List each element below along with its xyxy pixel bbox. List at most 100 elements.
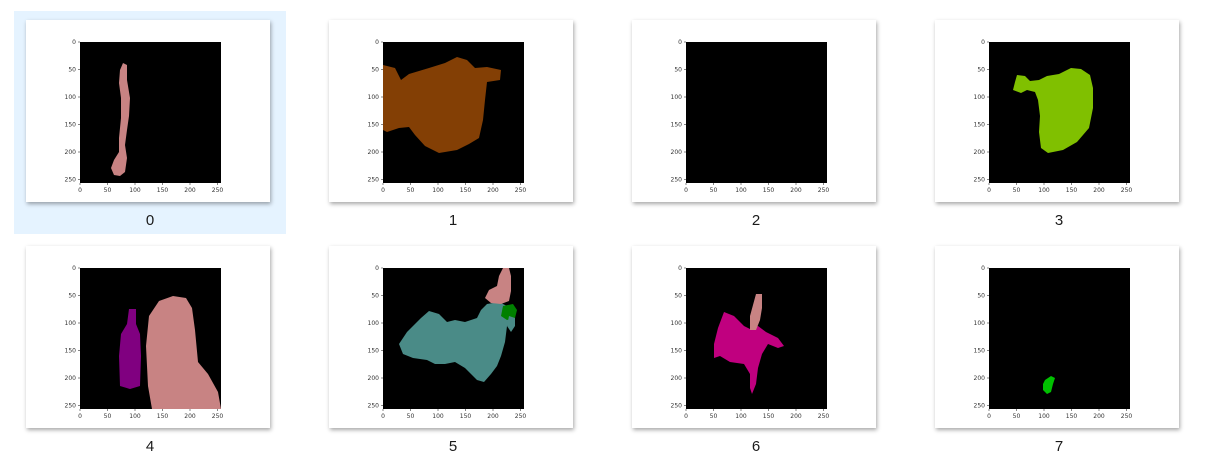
thumbnail-image: 0 50 100 150 200 250 0 50 100 150 200 250 [26,20,270,202]
y-tick-label: 100 [974,94,986,101]
x-tick-label: 250 [1121,413,1133,420]
thumbnail-image: 0 50 100 150 200 250 0 50 100 150 200 250 [26,246,270,428]
y-tick-label: 200 [368,149,380,156]
x-tick-label: 250 [515,187,527,194]
thumbnail-image: 0 50 100 150 200 250 0 50 100 150 200 250 [632,246,876,428]
thumbnail-cell-3[interactable]: 0 50 100 150 200 250 0 50 100 150 200 250 3 [923,11,1195,234]
x-tick-label: 150 [157,187,169,194]
thumbnail-label: 5 [448,438,458,455]
y-tick-label: 150 [974,122,986,129]
x-tick-label: 0 [684,413,688,420]
x-tick-label: 50 [407,187,415,194]
thumbnail-cell-6[interactable]: 0 50 100 150 200 250 0 50 100 150 200 250 6 [620,237,892,460]
y-tick-label: 0 [375,265,379,272]
x-tick-label: 50 [1013,413,1021,420]
x-tick-label: 200 [1093,187,1105,194]
x-tick-label: 150 [763,187,775,194]
y-tick-label: 200 [671,149,683,156]
x-tick-label: 0 [987,413,991,420]
y-tick-label: 100 [65,94,77,101]
y-tick-label: 100 [368,320,380,327]
thumbnail-image: 0 50 100 150 200 250 0 50 100 150 200 250 [632,20,876,202]
y-tick-label: 100 [671,320,683,327]
y-tick-label: 150 [65,348,77,355]
thumbnail-image: 0 50 100 150 200 250 0 50 100 150 200 250 [329,20,573,202]
y-tick-label: 50 [371,67,379,74]
y-tick-label: 200 [671,375,683,382]
y-tick-label: 50 [977,67,985,74]
x-tick-label: 100 [1038,413,1050,420]
y-tick-label: 0 [72,265,76,272]
x-tick-label: 50 [710,413,718,420]
thumbnail-label: 7 [1054,438,1064,455]
x-tick-label: 250 [212,187,224,194]
x-tick-label: 250 [515,413,527,420]
y-tick-label: 0 [678,39,682,46]
x-tick-label: 250 [818,413,830,420]
y-tick-label: 150 [974,348,986,355]
x-tick-label: 200 [1093,413,1105,420]
y-tick-label: 250 [671,403,683,410]
y-tick-label: 250 [65,177,77,184]
x-tick-label: 150 [157,413,169,420]
x-tick-label: 50 [104,187,112,194]
x-tick-label: 0 [78,187,82,194]
x-tick-label: 150 [460,187,472,194]
x-tick-label: 100 [735,187,747,194]
y-tick-label: 200 [974,149,986,156]
y-tick-label: 100 [974,320,986,327]
thumbnail-cell-4[interactable]: 0 50 100 150 200 250 0 50 100 150 200 250 4 [14,237,286,460]
thumbnail-image: 0 50 100 150 200 250 0 50 100 150 200 250 [329,246,573,428]
thumbnail-label: 1 [448,212,458,229]
x-tick-label: 100 [1038,187,1050,194]
y-tick-label: 150 [65,122,77,129]
y-tick-label: 200 [974,375,986,382]
thumbnail-label: 6 [751,438,761,455]
thumbnail-cell-0[interactable]: 0 50 100 150 200 250 0 50 100 150 200 250 0 [14,11,286,234]
y-tick-label: 100 [65,320,77,327]
x-tick-label: 50 [407,413,415,420]
x-tick-label: 200 [790,187,802,194]
y-tick-label: 50 [371,293,379,300]
x-tick-label: 200 [184,187,196,194]
x-tick-label: 150 [763,413,775,420]
x-tick-label: 250 [212,413,224,420]
thumbnail-label: 3 [1054,212,1064,229]
y-tick-label: 200 [65,375,77,382]
y-tick-label: 0 [981,265,985,272]
y-tick-label: 200 [368,375,380,382]
y-tick-label: 0 [678,265,682,272]
thumbnail-cell-7[interactable]: 0 50 100 150 200 250 0 50 100 150 200 250 7 [923,237,1195,460]
x-tick-label: 100 [129,413,141,420]
x-tick-label: 150 [1066,413,1078,420]
y-tick-label: 0 [375,39,379,46]
x-tick-label: 250 [1121,187,1133,194]
y-tick-label: 250 [65,403,77,410]
x-tick-label: 100 [432,187,444,194]
x-tick-label: 100 [129,187,141,194]
thumbnail-cell-2[interactable]: 0 50 100 150 200 250 0 50 100 150 200 250 2 [620,11,892,234]
x-tick-label: 0 [78,413,82,420]
thumbnail-label: 0 [145,212,155,229]
x-tick-label: 200 [790,413,802,420]
y-tick-label: 200 [65,149,77,156]
y-tick-label: 0 [981,39,985,46]
x-tick-label: 0 [381,187,385,194]
y-tick-label: 250 [368,403,380,410]
x-tick-label: 250 [818,187,830,194]
thumbnail-cell-5[interactable]: 0 50 100 150 200 250 0 50 100 150 200 250 5 [317,237,589,460]
thumbnail-cell-1[interactable]: 0 50 100 150 200 250 0 50 100 150 200 250 1 [317,11,589,234]
x-tick-label: 0 [987,187,991,194]
thumbnail-image: 0 50 100 150 200 250 0 50 100 150 200 250 [935,246,1179,428]
x-tick-label: 50 [710,187,718,194]
y-tick-label: 150 [671,122,683,129]
y-tick-label: 50 [68,67,76,74]
x-tick-label: 0 [684,187,688,194]
